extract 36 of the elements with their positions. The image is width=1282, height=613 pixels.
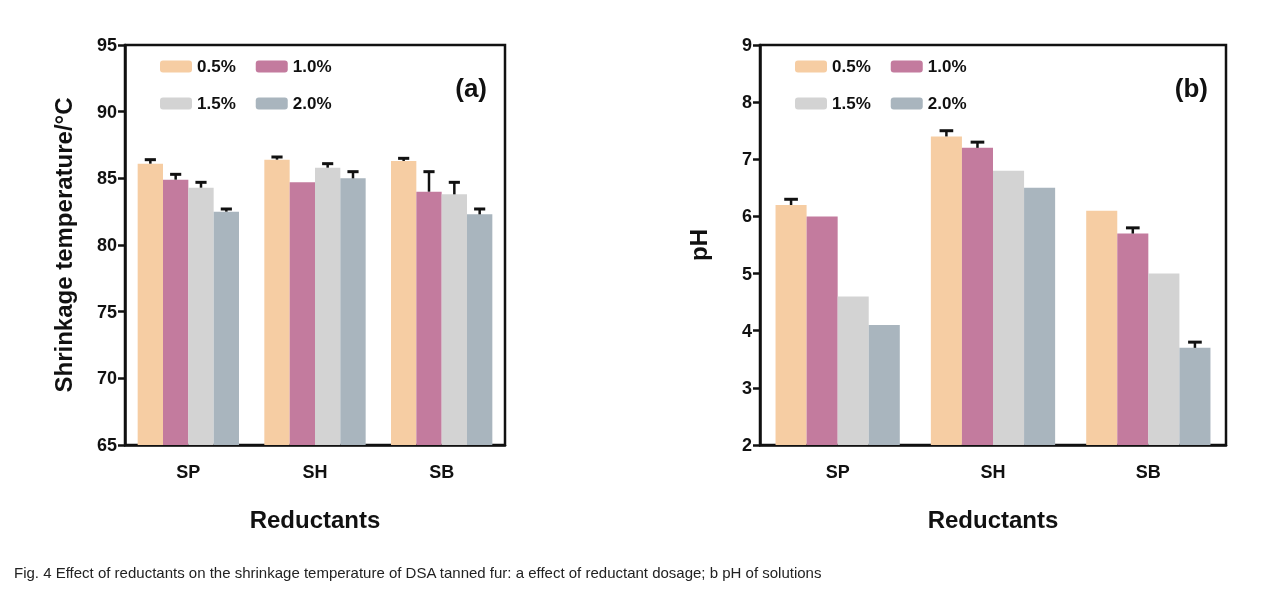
y-tick-label: 8 [741,92,752,113]
y-axis-title: pH [684,229,712,261]
y-tick-label: 85 [96,168,117,189]
x-axis-title: Reductants [927,505,1059,533]
caption: Fig. 4 Effect of reductants on the shrinkage temperature of DSA tanned fur: a effect of reductant dosage; b pH of solutions [14,564,823,581]
y-tick-label: 6 [741,206,752,227]
annotation: (b) [1174,73,1208,103]
x-tick-label: SH [980,462,1006,482]
legend-label: 0.5% [197,57,236,76]
y-tick-label: 95 [96,35,117,55]
legend-label: 1.5% [197,94,236,113]
y-tick-label: 75 [96,301,117,322]
y-tick-label: 9 [741,35,752,55]
x-axis-title: Reductants [249,505,381,533]
y-tick-label: 3 [741,377,752,398]
annotation: (a) [455,73,487,103]
y-tick-label: 7 [741,149,752,170]
y-tick-label: 5 [741,263,752,284]
y-tick-label: 4 [741,320,752,341]
x-tick-label: SB [1135,462,1161,482]
legend-label: 0.5% [832,57,871,76]
legend-label: 1.0% [292,57,332,76]
x-tick-label: SB [429,462,455,482]
legend-label: 2.0% [927,94,967,113]
legend-label: 1.5% [832,94,871,113]
x-tick-label: SH [302,462,328,482]
y-tick-label: 90 [96,101,117,122]
y-tick-label: 2 [741,435,752,455]
legend-label: 2.0% [292,94,332,113]
x-tick-label: SP [176,462,201,482]
y-axis-title: Shrinkage temperature/°C [49,97,77,393]
x-tick-label: SP [825,462,850,482]
y-tick-label: 65 [96,435,117,455]
y-tick-label: 80 [96,235,117,255]
legend-label: 1.0% [927,57,967,76]
y-tick-label: 70 [96,368,117,389]
